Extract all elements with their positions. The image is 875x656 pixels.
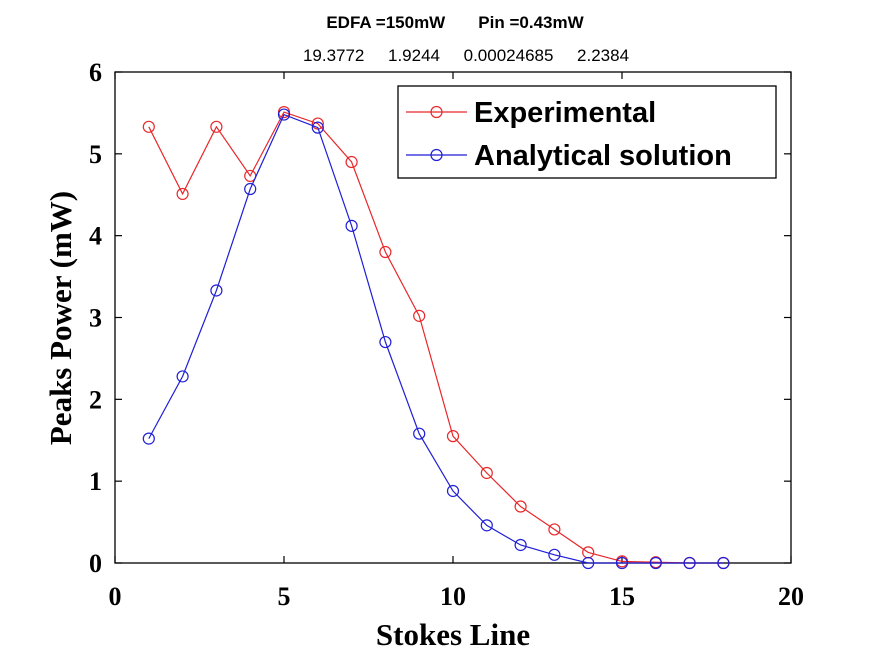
y-tick-label: 3 [89, 304, 102, 333]
data-point [345, 155, 358, 169]
y-tick-label: 1 [89, 467, 102, 496]
legend-entry-2: Analytical solution [406, 140, 732, 172]
data-point [514, 500, 527, 513]
x-axis-label: Stokes Line [376, 617, 530, 652]
x-tick-label: 20 [778, 582, 804, 611]
data-point [480, 519, 493, 532]
legend-entry-1: Experimental [406, 97, 656, 129]
data-point [142, 120, 155, 133]
x-tick-label: 15 [609, 582, 635, 611]
data-point [142, 432, 155, 445]
series-layer [142, 105, 730, 570]
data-point [379, 245, 392, 259]
legend: Experimental Analytical solution [397, 85, 777, 179]
data-point [345, 219, 358, 232]
x-tick-label: 0 [109, 582, 122, 611]
legend-label: Analytical solution [474, 140, 732, 172]
y-axis-label: Peaks Power (mW) [43, 191, 78, 445]
legend-marker-swatch [430, 105, 443, 119]
data-point [413, 427, 426, 440]
legend-label: Experimental [474, 97, 656, 129]
data-point [277, 108, 291, 121]
data-point [548, 548, 561, 561]
data-point [480, 466, 493, 480]
legend-box [397, 85, 777, 179]
legend-marker-swatch [430, 148, 443, 162]
y-tick-label: 0 [89, 549, 102, 578]
data-point [649, 556, 662, 570]
data-point [244, 182, 257, 196]
data-point [379, 335, 392, 349]
y-tick-label: 4 [89, 222, 102, 251]
axis-ticks: 0 5 10 15 20 0 1 2 3 4 5 6 [89, 58, 804, 611]
data-point [446, 430, 460, 443]
data-point [582, 556, 595, 570]
data-point [311, 121, 324, 134]
x-tick-label: 10 [440, 582, 466, 611]
chart-title-line2: 19.3772 1.9244 0.00024685 2.2384 [303, 46, 629, 65]
data-point [683, 556, 696, 570]
y-tick-label: 5 [89, 140, 102, 169]
data-point [717, 556, 730, 570]
y-tick-label: 6 [89, 58, 102, 87]
data-point [210, 120, 223, 133]
data-point [446, 484, 460, 498]
data-point [210, 284, 223, 297]
x-tick-label: 5 [278, 582, 291, 611]
data-point [176, 370, 189, 383]
data-point [615, 556, 629, 570]
series-2 [142, 108, 730, 570]
data-point [548, 523, 561, 536]
data-point [413, 309, 426, 322]
y-tick-label: 2 [89, 385, 102, 414]
data-point [514, 538, 527, 552]
data-point [176, 187, 189, 201]
chart-title-line1: EDFA =150mW Pin =0.43mW [326, 13, 584, 32]
